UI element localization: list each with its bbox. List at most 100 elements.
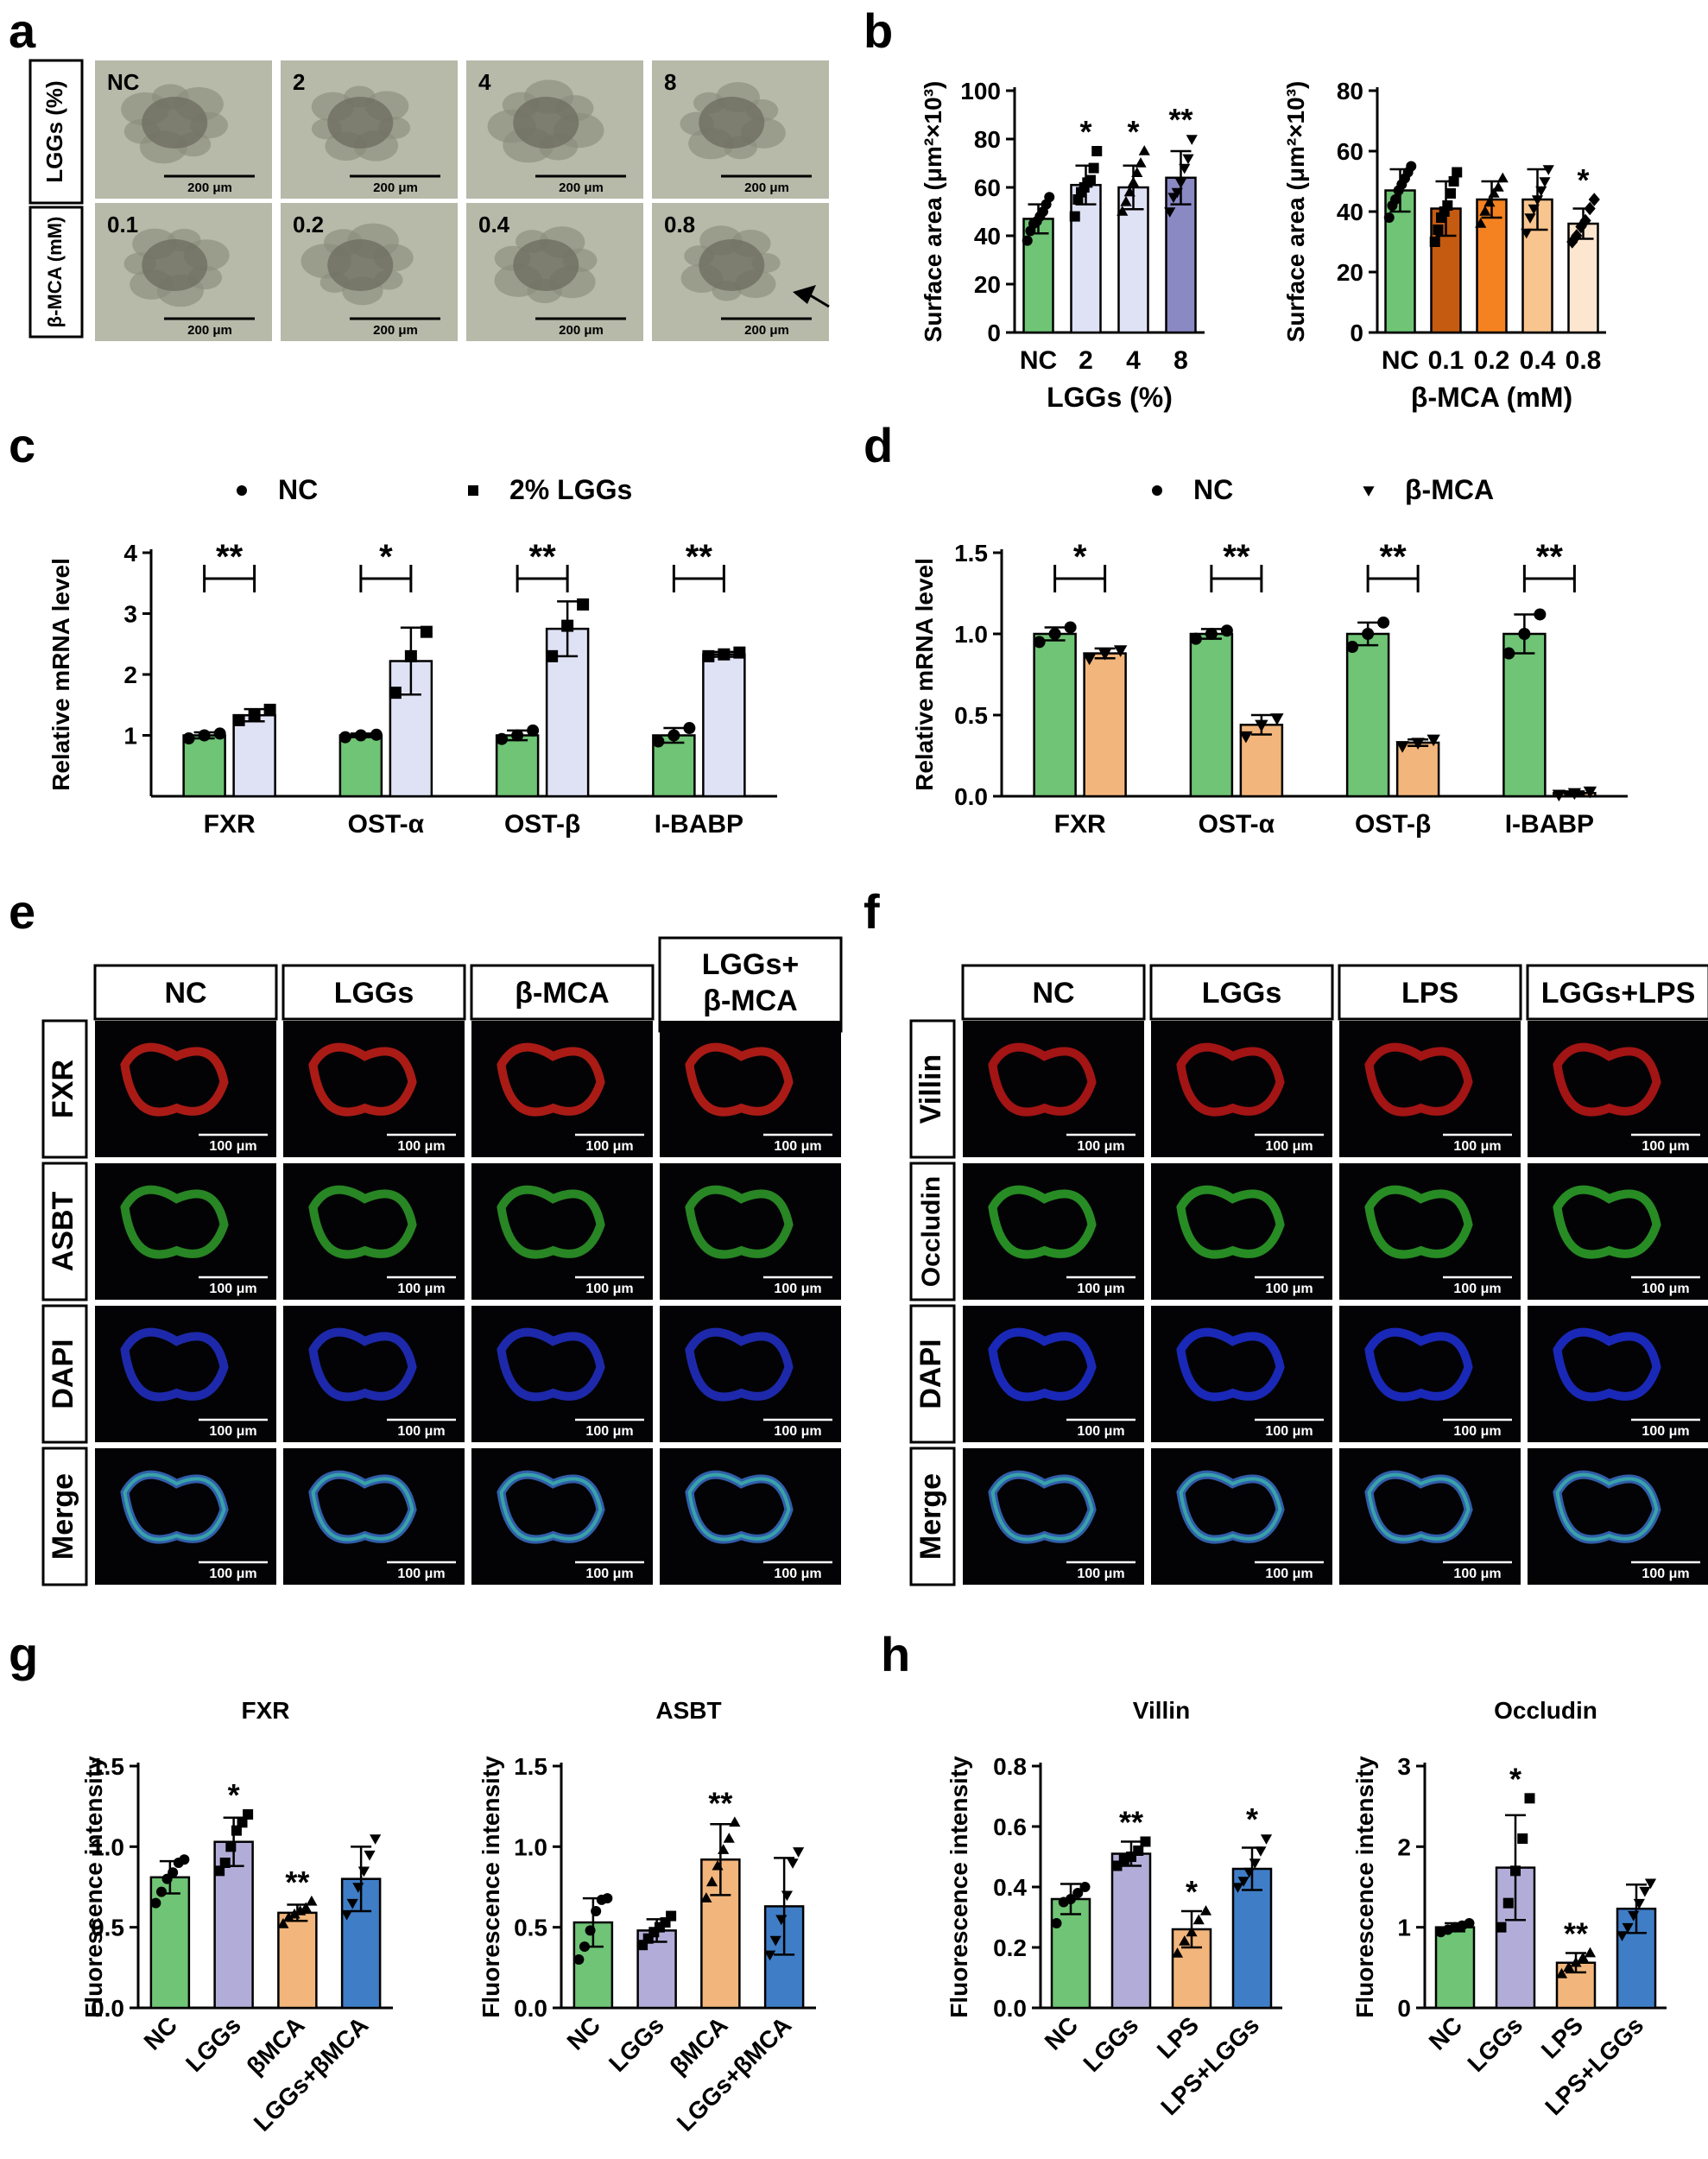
scale-text: 100 μm (1265, 1139, 1313, 1154)
stained-tissue (1176, 1327, 1285, 1402)
fluorescence-image (95, 1021, 276, 1157)
significance-stars: ** (1536, 538, 1564, 576)
fluorescence-image (471, 1021, 653, 1157)
y-tick-label: 0 (987, 320, 1001, 346)
data-point (1521, 228, 1533, 239)
scale-text: 100 μm (397, 1139, 445, 1154)
data-point (511, 729, 524, 742)
stained-tissue (497, 1185, 605, 1259)
data-point (1534, 608, 1547, 621)
data-point (718, 1844, 730, 1854)
x-axis-label: β-MCA (mM) (1411, 382, 1572, 413)
legend-entry: NC (1193, 474, 1233, 505)
micrograph-lggs-3: 8 200 μm (652, 60, 829, 199)
x-tick-label: 0.8 (1566, 346, 1602, 375)
stained-tissue (497, 1327, 605, 1402)
scale-text: 100 μm (397, 1424, 445, 1439)
bar (338, 734, 383, 798)
data-point (787, 1858, 799, 1869)
row-label: Merge (47, 1473, 79, 1560)
data-point (1524, 213, 1536, 224)
scale-text: 100 μm (1265, 1424, 1313, 1439)
fluorescence-image (963, 1163, 1144, 1300)
x-tick-label: NC (562, 2011, 606, 2055)
data-point (1552, 789, 1566, 802)
data-point (243, 1809, 254, 1820)
data-point (1243, 1867, 1256, 1878)
bar (1022, 218, 1054, 334)
micrograph-lggs-1: 2 200 μm (281, 60, 458, 199)
merge-overlay (990, 1472, 1094, 1542)
data-point (1411, 738, 1425, 750)
data-point (198, 729, 211, 742)
significance-stars: ** (1223, 538, 1250, 576)
data-point (364, 1850, 376, 1861)
scale-text: 100 μm (1077, 1282, 1124, 1296)
row-label-box (28, 206, 84, 339)
significance-stars: * (1186, 1874, 1198, 1909)
data-point (1231, 1883, 1244, 1893)
scale-text: 100 μm (1642, 1424, 1689, 1439)
column-header: LGGs+LPS (1541, 977, 1696, 1010)
data-point (1483, 196, 1496, 207)
data-point (1464, 1918, 1475, 1928)
significance-stars: * (228, 1777, 240, 1813)
x-tick-label: 4 (1126, 346, 1141, 375)
data-point (1346, 641, 1359, 654)
data-point (1033, 636, 1046, 649)
data-point (1588, 193, 1600, 206)
data-point (1022, 235, 1033, 246)
data-point (1442, 200, 1453, 211)
data-point (1048, 628, 1061, 640)
stained-tissue (1553, 1327, 1661, 1402)
data-point (150, 1897, 161, 1909)
chart-h1: 0.0 0.2 0.4 0.6 0.8 Fluorescence intensity Vil… (946, 1697, 1282, 2120)
column-header-box (470, 964, 655, 1021)
scale-text: 100 μm (1453, 1424, 1501, 1439)
data-point (300, 1902, 312, 1913)
data-point (1555, 1967, 1568, 1979)
y-tick-label: 0.0 (514, 1995, 547, 2022)
arrow-icon (793, 285, 816, 304)
column-header: NC (1032, 977, 1074, 1010)
fluorescence-image (283, 1021, 465, 1157)
significance-stars: ** (708, 1785, 732, 1820)
x-tick-label: I-BABP (655, 810, 743, 839)
data-point (1502, 1897, 1514, 1909)
legend: NC 2% LGGs (237, 474, 632, 505)
data-point (338, 731, 351, 744)
y-tick-label: 80 (974, 126, 1001, 153)
tile-label: 0.2 (293, 212, 324, 237)
data-point (1064, 621, 1077, 634)
y-tick-label: 1.5 (514, 1753, 547, 1780)
y-tick-label: 60 (1337, 138, 1363, 165)
data-point (1426, 734, 1440, 747)
merge-overlay (499, 1472, 603, 1542)
merge-overlay (311, 1472, 414, 1542)
scale-text: 100 μm (1453, 1139, 1501, 1154)
row-label-box (41, 1162, 88, 1301)
data-point (1644, 1878, 1657, 1890)
row-label-box (909, 1304, 956, 1444)
fluorescence-image (95, 1448, 276, 1585)
data-point (1517, 1833, 1528, 1844)
y-axis-label: Fluorescence intensity (80, 1756, 107, 2018)
data-point (1098, 648, 1112, 661)
x-tick-label: LGGs (180, 2011, 246, 2077)
data-point (1535, 186, 1547, 197)
data-point (585, 1925, 596, 1936)
data-point (666, 1910, 677, 1922)
significance-stars: ** (529, 538, 557, 576)
scale-text: 100 μm (1642, 1282, 1689, 1296)
data-point (702, 649, 715, 662)
data-point (1066, 1894, 1076, 1904)
fluorescence-image (660, 1448, 841, 1585)
bar (1110, 1852, 1152, 2010)
scale-text: 100 μm (774, 1139, 821, 1154)
data-point (561, 619, 574, 632)
y-tick-label: 20 (974, 271, 1001, 298)
data-point (357, 1866, 370, 1877)
y-tick-label: 0.5 (91, 1915, 124, 1941)
organoid-core (327, 97, 394, 149)
stained-tissue (120, 1042, 229, 1117)
